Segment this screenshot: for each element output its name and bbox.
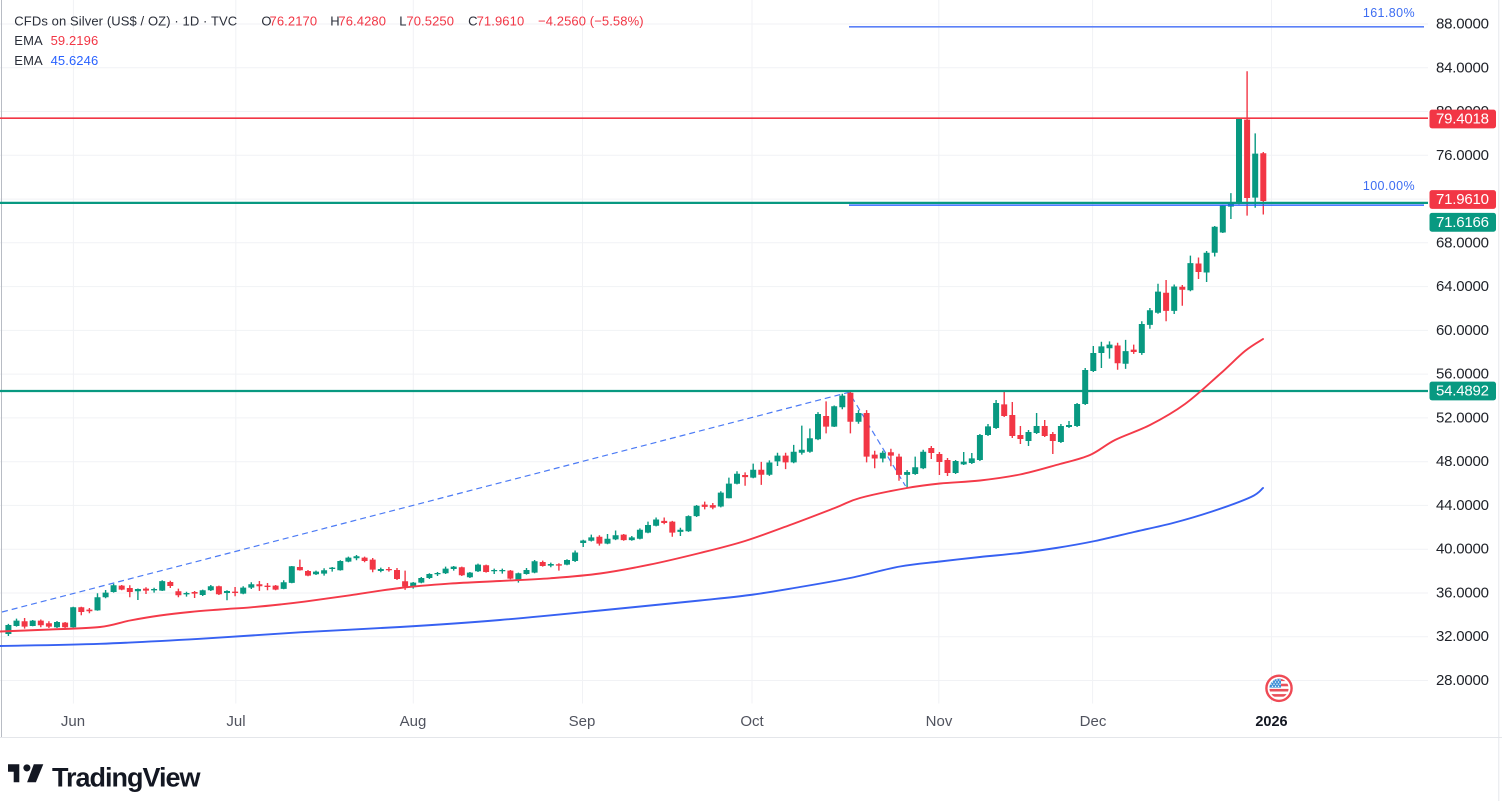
svg-text:Dec: Dec	[1080, 713, 1107, 730]
svg-text:−4.2560 (−5.58%): −4.2560 (−5.58%)	[538, 14, 644, 29]
svg-text:O: O	[261, 14, 271, 29]
svg-text:C: C	[468, 14, 478, 29]
svg-text:56.0000: 56.0000	[1436, 366, 1489, 383]
svg-text:52.0000: 52.0000	[1436, 409, 1489, 426]
svg-text:CFDs on Silver (US$ / OZ) · 1D: CFDs on Silver (US$ / OZ) · 1D · TVC	[14, 14, 237, 29]
svg-text:59.2196: 59.2196	[51, 33, 99, 48]
svg-text:70.5250: 70.5250	[406, 14, 454, 29]
svg-text:28.0000: 28.0000	[1436, 672, 1489, 689]
svg-text:100.00%: 100.00%	[1363, 179, 1415, 193]
svg-text:EMA: EMA	[14, 53, 43, 68]
svg-text:71.9610: 71.9610	[477, 14, 525, 29]
svg-text:Nov: Nov	[926, 713, 953, 730]
svg-text:40.0000: 40.0000	[1436, 541, 1489, 558]
svg-text:44.0000: 44.0000	[1436, 497, 1489, 514]
svg-text:Jul: Jul	[226, 713, 245, 730]
svg-text:71.6166: 71.6166	[1436, 214, 1489, 231]
svg-text:161.80%: 161.80%	[1363, 6, 1415, 20]
svg-text:2026: 2026	[1255, 714, 1287, 730]
svg-text:L: L	[399, 14, 406, 29]
svg-text:79.4018: 79.4018	[1436, 111, 1489, 128]
svg-text:32.0000: 32.0000	[1436, 628, 1489, 645]
svg-text:76.2170: 76.2170	[270, 14, 318, 29]
svg-text:60.0000: 60.0000	[1436, 322, 1489, 339]
svg-text:76.0000: 76.0000	[1436, 147, 1489, 164]
svg-text:Sep: Sep	[569, 713, 596, 730]
svg-text:54.4892: 54.4892	[1436, 383, 1489, 400]
svg-text:48.0000: 48.0000	[1436, 453, 1489, 470]
svg-text:36.0000: 36.0000	[1436, 585, 1489, 602]
svg-text:EMA: EMA	[14, 33, 43, 48]
svg-text:Aug: Aug	[400, 713, 427, 730]
svg-text:64.0000: 64.0000	[1436, 278, 1489, 295]
svg-text:TradingView: TradingView	[52, 763, 202, 793]
svg-text:88.0000: 88.0000	[1436, 16, 1489, 33]
svg-text:Jun: Jun	[61, 713, 85, 730]
svg-text:H: H	[330, 14, 340, 29]
svg-text:68.0000: 68.0000	[1436, 234, 1489, 251]
svg-text:Oct: Oct	[740, 713, 764, 730]
svg-text:76.4280: 76.4280	[338, 14, 386, 29]
svg-text:84.0000: 84.0000	[1436, 59, 1489, 76]
svg-text:71.9610: 71.9610	[1436, 191, 1489, 208]
svg-text:45.6246: 45.6246	[51, 53, 99, 68]
